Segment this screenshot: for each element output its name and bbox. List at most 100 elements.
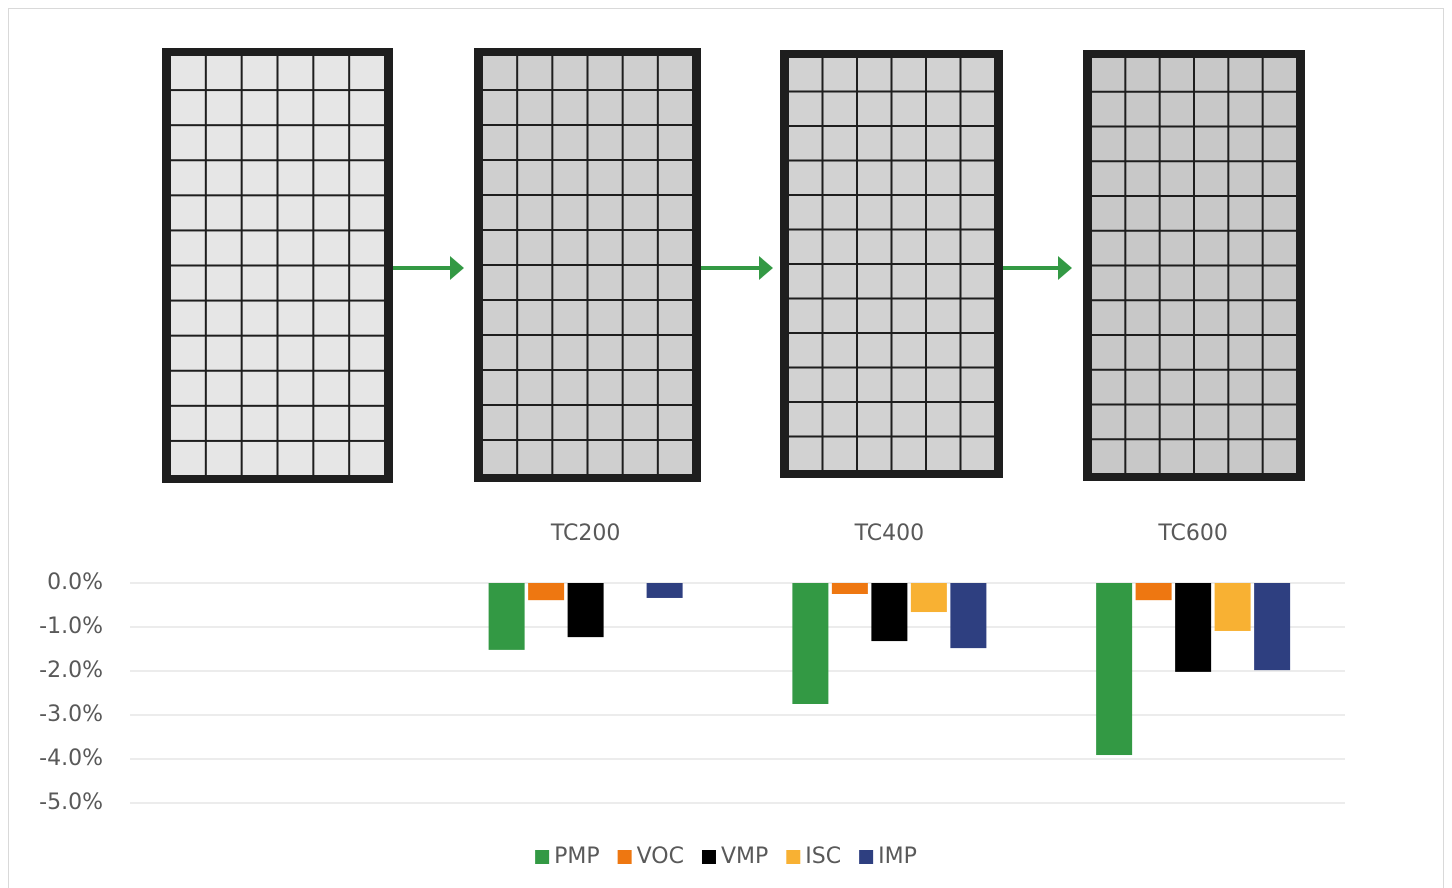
cell bbox=[961, 334, 994, 367]
cell bbox=[1229, 92, 1262, 126]
cell bbox=[1195, 336, 1228, 369]
cell bbox=[892, 334, 925, 367]
cell bbox=[206, 266, 241, 300]
cell bbox=[1195, 266, 1228, 300]
bar bbox=[910, 583, 947, 613]
cell bbox=[1263, 301, 1296, 334]
cell bbox=[171, 196, 205, 230]
cell bbox=[588, 441, 622, 474]
cell bbox=[518, 231, 552, 264]
cell bbox=[823, 58, 856, 91]
cell bbox=[623, 336, 657, 369]
cell bbox=[1263, 197, 1296, 230]
cell bbox=[789, 230, 822, 263]
cell bbox=[823, 265, 856, 298]
cell bbox=[206, 91, 241, 125]
cell bbox=[823, 127, 856, 160]
cell bbox=[961, 127, 994, 160]
cell bbox=[242, 301, 277, 335]
cell bbox=[588, 371, 622, 404]
cell bbox=[1126, 266, 1159, 300]
y-tick-label: -4.0% bbox=[39, 746, 103, 771]
cell bbox=[1092, 197, 1125, 230]
cell bbox=[206, 301, 241, 335]
cell bbox=[278, 91, 313, 125]
cell bbox=[1263, 266, 1296, 300]
cell bbox=[789, 58, 822, 91]
cell bbox=[588, 126, 622, 159]
cell bbox=[892, 92, 925, 125]
cell bbox=[1263, 231, 1296, 265]
cell bbox=[350, 231, 384, 265]
cell bbox=[518, 301, 552, 334]
x-category-label: TC200 bbox=[550, 521, 621, 546]
bar bbox=[646, 583, 683, 598]
cell bbox=[1160, 127, 1193, 161]
cell bbox=[278, 161, 313, 195]
cell bbox=[171, 161, 205, 195]
cell bbox=[483, 231, 517, 264]
cell bbox=[350, 126, 384, 160]
cell bbox=[658, 56, 692, 89]
cell bbox=[623, 406, 657, 439]
y-tick-label: -1.0% bbox=[39, 614, 103, 639]
cell bbox=[1160, 405, 1193, 439]
cell bbox=[623, 266, 657, 299]
cell bbox=[278, 126, 313, 160]
cell bbox=[278, 231, 313, 265]
cell bbox=[823, 403, 856, 436]
cell bbox=[553, 336, 587, 369]
cell bbox=[314, 196, 349, 230]
cell bbox=[961, 230, 994, 263]
arrow-head bbox=[450, 256, 464, 280]
cell bbox=[242, 231, 277, 265]
cell bbox=[553, 161, 587, 194]
cell bbox=[242, 441, 277, 475]
cell bbox=[1160, 92, 1193, 126]
cell bbox=[1126, 58, 1159, 91]
cell bbox=[1195, 370, 1228, 404]
cell bbox=[171, 56, 205, 90]
cell bbox=[314, 406, 349, 440]
cell bbox=[1263, 405, 1296, 439]
cell bbox=[623, 231, 657, 264]
cell bbox=[278, 301, 313, 335]
y-tick-label: -2.0% bbox=[39, 658, 103, 683]
cell bbox=[350, 441, 384, 475]
cell bbox=[553, 371, 587, 404]
cell bbox=[1126, 301, 1159, 334]
cell bbox=[518, 441, 552, 474]
panel-images bbox=[162, 48, 1305, 483]
cell bbox=[1263, 127, 1296, 161]
cell bbox=[1126, 162, 1159, 195]
legend-swatch bbox=[617, 850, 632, 864]
cell bbox=[553, 126, 587, 159]
cell bbox=[314, 126, 349, 160]
legend-label: ISC bbox=[805, 844, 841, 869]
cell bbox=[518, 266, 552, 299]
cell bbox=[823, 92, 856, 125]
cell bbox=[1160, 197, 1193, 230]
cell bbox=[588, 161, 622, 194]
cell bbox=[927, 58, 960, 91]
legend-label: VOC bbox=[637, 844, 684, 869]
cell bbox=[588, 196, 622, 229]
cell bbox=[588, 231, 622, 264]
cell bbox=[961, 368, 994, 401]
cell bbox=[858, 334, 891, 367]
cell bbox=[1160, 301, 1193, 334]
cell bbox=[1263, 440, 1296, 473]
cell bbox=[1229, 127, 1262, 161]
cell bbox=[892, 265, 925, 298]
cell bbox=[823, 196, 856, 229]
cell bbox=[171, 336, 205, 370]
cell bbox=[858, 196, 891, 229]
cell bbox=[1195, 405, 1228, 439]
cell bbox=[623, 126, 657, 159]
legend-swatch bbox=[859, 850, 874, 864]
cell bbox=[1126, 231, 1159, 265]
cell bbox=[483, 371, 517, 404]
cell bbox=[314, 161, 349, 195]
cell bbox=[789, 368, 822, 401]
